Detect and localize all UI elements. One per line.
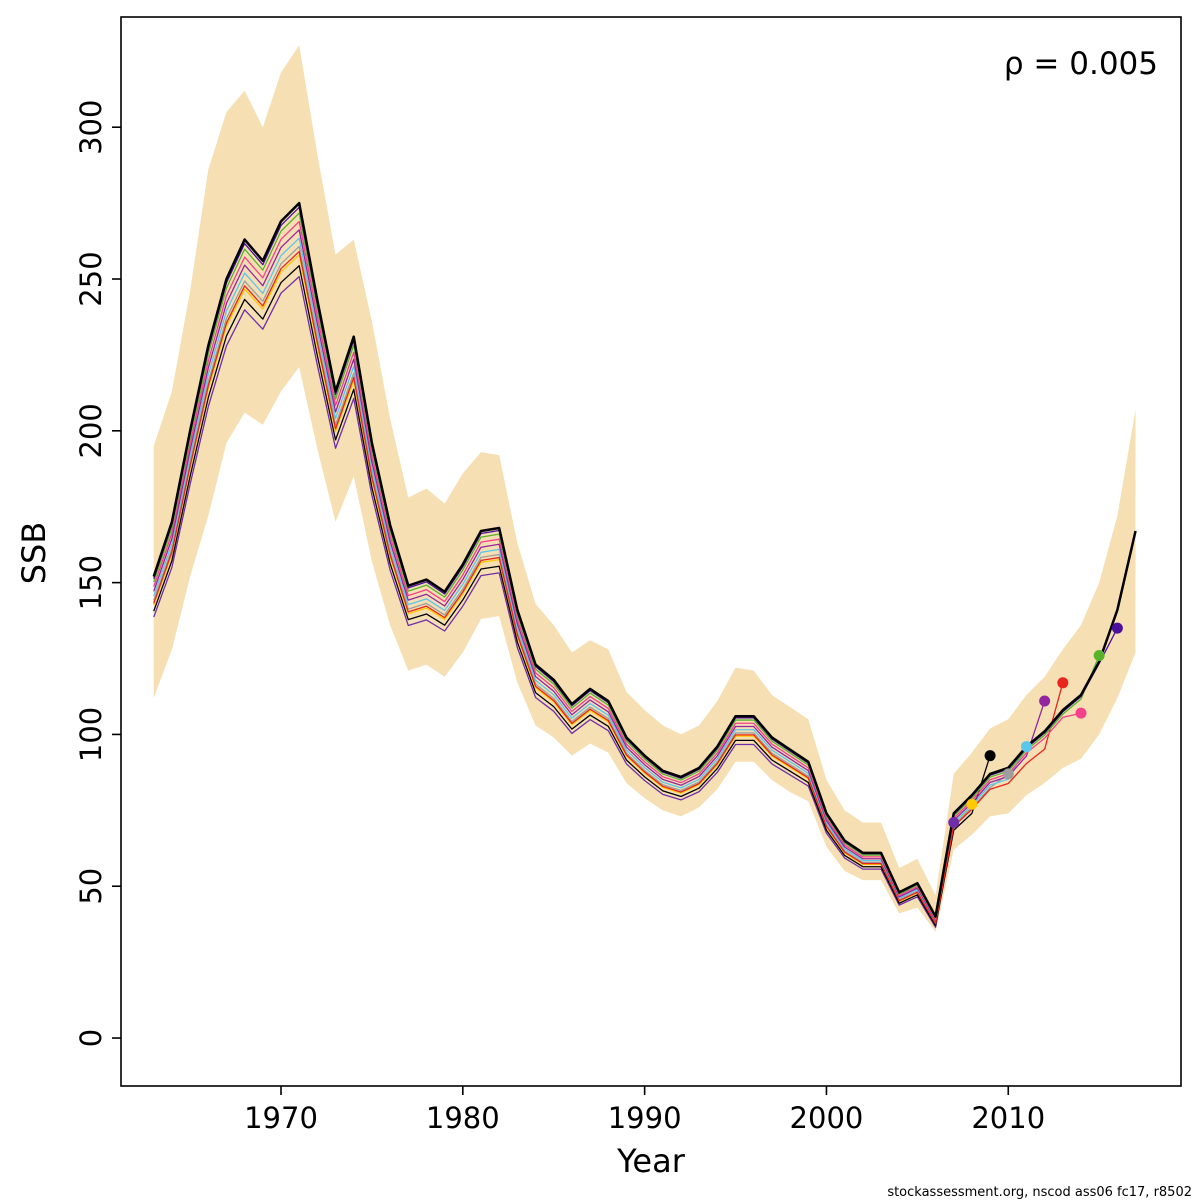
rho-annotation: ρ = 0.005 — [1004, 46, 1158, 82]
y-tick-label: 150 — [74, 555, 108, 610]
retro-endpoint-2015 — [1093, 649, 1105, 661]
retro-endpoint-2010 — [1002, 768, 1014, 780]
retro-endpoint-2011 — [1020, 741, 1032, 753]
endpoint-dots-layer — [948, 622, 1123, 828]
retro-endpoint-2009 — [984, 750, 996, 762]
y-tick-label: 250 — [74, 251, 108, 306]
y-tick-label: 200 — [74, 403, 108, 458]
x-tick-label: 1970 — [244, 1101, 318, 1135]
retro-endpoint-2008 — [966, 798, 978, 810]
y-axis-title: SSB — [15, 522, 53, 585]
base-line-layer — [152, 201, 1137, 918]
retro-peel-line-2007 — [153, 275, 955, 928]
plot-border — [120, 16, 1182, 1087]
axes-layer: 1970 1980 1990 2000 2010 0 50 100 150 200 250 300 — [74, 16, 1182, 1135]
retro-endpoint-2016 — [1111, 622, 1123, 634]
confidence-band — [153, 45, 1136, 932]
x-axis-title: Year — [616, 1142, 686, 1180]
x-tick-label: 1980 — [426, 1101, 500, 1135]
x-tick-label: 2000 — [790, 1101, 864, 1135]
x-tick-label: 2010 — [971, 1101, 1045, 1135]
y-tick-label: 0 — [74, 1029, 108, 1047]
retro-endpoint-2014 — [1075, 707, 1087, 719]
retro-endpoint-2013 — [1057, 677, 1069, 689]
ssb-base-line — [152, 201, 1137, 918]
retro-peel-line-2009 — [153, 265, 991, 927]
retro-peel-line-2011 — [153, 237, 1028, 923]
footer-citation: stockassessment.org, nscod ass06 fc17, r… — [887, 1185, 1192, 1200]
retro-endpoint-2007 — [948, 816, 960, 828]
retro-endpoint-2012 — [1039, 695, 1051, 707]
retro-peel-line-2010 — [153, 245, 1009, 924]
retro-peel-line-2013 — [153, 250, 1064, 925]
y-tick-label: 50 — [74, 868, 108, 905]
y-tick-label: 100 — [74, 707, 108, 762]
retro-peel-line-2014 — [153, 220, 1082, 920]
y-tick-label: 300 — [74, 100, 108, 155]
band-layer — [153, 45, 1136, 932]
x-tick-label: 1990 — [608, 1101, 682, 1135]
